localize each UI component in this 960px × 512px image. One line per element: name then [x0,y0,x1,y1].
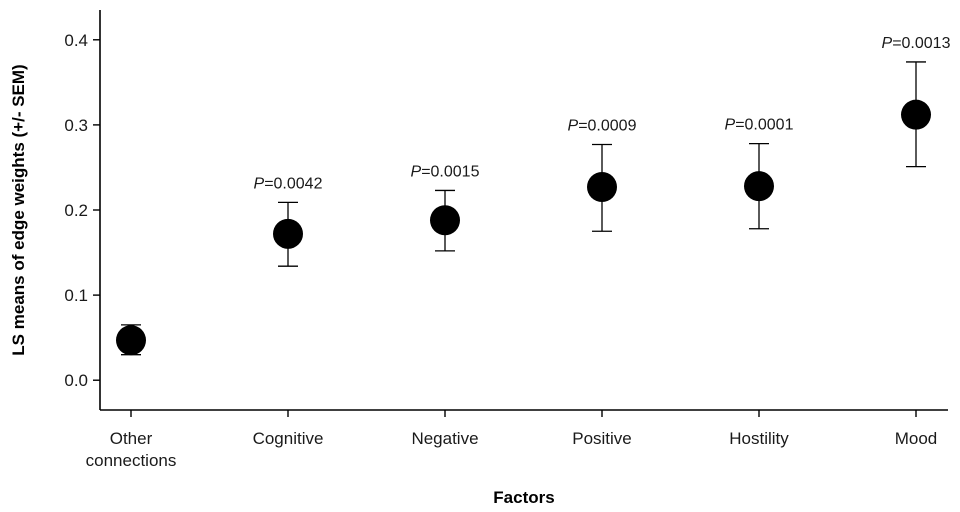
y-tick-label: 0.4 [64,31,88,50]
mean-marker [430,205,460,236]
data-point: P=0.0015 [411,163,480,252]
x-tick-label: connections [86,451,177,470]
x-tick-label: Negative [411,429,478,448]
x-ticks: Other connections Cognitive Negative Positiv… [86,410,938,470]
mean-marker [273,218,303,249]
y-tick-label: 0.0 [64,371,88,390]
mean-marker [901,99,931,130]
axes [99,10,948,411]
data-point [116,324,146,356]
data-point: P=0.0013 [882,35,951,168]
data-marks: P=0.0042 P=0.0015 P=0.0009 P=0.0001 P=0.0013 [116,35,951,356]
y-tick-label: 0.3 [64,116,88,135]
x-axis-title: Factors [493,488,554,507]
p-value-label: P=0.0042 [254,175,323,192]
p-value-label: P=0.0015 [411,163,480,180]
p-value-label: P=0.0009 [568,117,637,134]
y-tick-label: 0.1 [64,286,88,305]
p-value-label: P=0.0013 [882,35,951,52]
data-point: P=0.0042 [254,175,323,267]
y-axis-title: LS means of edge weights (+/- SEM) [9,64,28,355]
x-tick-label: Positive [572,429,632,448]
x-tick-label: Cognitive [253,429,324,448]
y-tick-label: 0.2 [64,201,88,220]
mean-marker [116,325,146,356]
mean-marker [744,171,774,202]
y-ticks: 0.0 0.1 0.2 0.3 0.4 [64,31,100,390]
p-value-label: P=0.0001 [725,117,794,134]
data-point: P=0.0009 [568,117,637,232]
x-tick-label: Mood [895,429,938,448]
mean-marker [587,172,617,203]
x-tick-label: Hostility [729,429,789,448]
data-point: P=0.0001 [725,117,794,230]
x-tick-label: Other [110,429,153,448]
